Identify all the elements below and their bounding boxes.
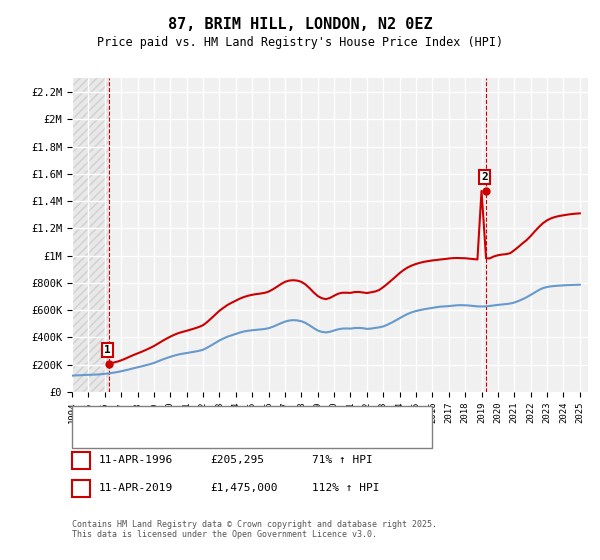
Text: Contains HM Land Registry data © Crown copyright and database right 2025.
This d: Contains HM Land Registry data © Crown c… [72,520,437,539]
Text: 71% ↑ HPI: 71% ↑ HPI [312,455,373,465]
Text: 112% ↑ HPI: 112% ↑ HPI [312,483,380,493]
Text: 11-APR-2019: 11-APR-2019 [99,483,173,493]
Text: —: — [87,407,97,425]
Text: 87, BRIM HILL, LONDON, N2 0EZ: 87, BRIM HILL, LONDON, N2 0EZ [167,17,433,32]
Text: —: — [87,424,97,442]
Text: £1,475,000: £1,475,000 [210,483,277,493]
Text: 2: 2 [77,483,85,493]
Text: 87, BRIM HILL, LONDON, N2 0EZ (semi-detached house): 87, BRIM HILL, LONDON, N2 0EZ (semi-deta… [102,411,421,421]
Text: 1: 1 [104,345,111,355]
Text: HPI: Average price, semi-detached house, Barnet: HPI: Average price, semi-detached house,… [102,428,396,438]
Text: 11-APR-1996: 11-APR-1996 [99,455,173,465]
Text: £205,295: £205,295 [210,455,264,465]
Bar [72,78,109,392]
Text: Price paid vs. HM Land Registry's House Price Index (HPI): Price paid vs. HM Land Registry's House … [97,36,503,49]
Text: 1: 1 [77,455,85,465]
Text: 2: 2 [481,172,488,182]
